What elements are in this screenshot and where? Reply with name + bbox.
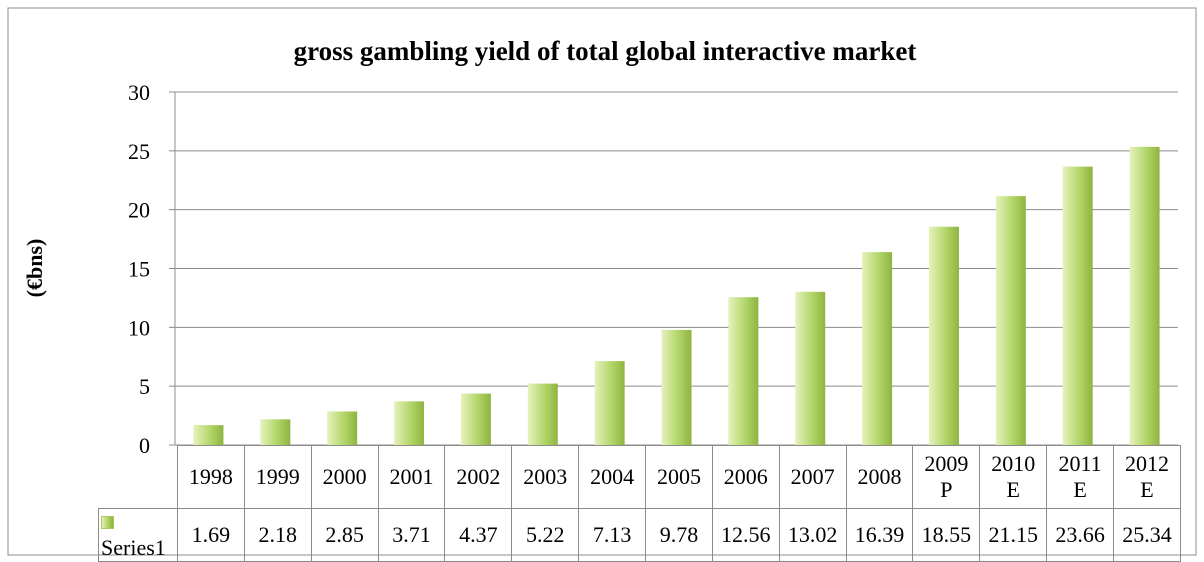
x-tick-label-cell: 2003 — [511, 445, 580, 509]
table-value: 5.22 — [525, 522, 565, 547]
x-tick-label: 2011 E — [1058, 451, 1102, 502]
bar — [260, 419, 291, 445]
table-value-cell: 16.39 — [845, 508, 914, 562]
bar — [795, 291, 826, 445]
x-tick-label-cell: 2011 E — [1046, 445, 1115, 509]
bar — [728, 297, 759, 445]
x-tick-label: 2000 — [322, 464, 367, 489]
table-value: 9.78 — [659, 522, 699, 547]
table-value: 13.02 — [787, 522, 838, 547]
table-value-cell: 2.18 — [243, 508, 312, 562]
table-value: 3.71 — [392, 522, 431, 547]
bar — [1062, 166, 1093, 446]
x-tick-label: 2004 — [590, 464, 635, 489]
y-tick-label: 30 — [128, 80, 150, 105]
x-tick-label-cell: 2007 — [778, 445, 847, 509]
table-value: 7.13 — [592, 522, 632, 547]
x-tick-label: 2008 — [857, 464, 902, 489]
table-value-cell: 21.15 — [979, 508, 1048, 562]
table-value: 25.34 — [1122, 522, 1172, 547]
x-tick-label: 2001 — [389, 464, 434, 489]
x-tick-label-cell: 2005 — [645, 445, 713, 509]
x-tick-label-cell: 2006 — [711, 445, 780, 509]
table-value-cell: 25.34 — [1113, 508, 1181, 562]
table-value-cell: 5.22 — [511, 508, 580, 562]
table-value-cell: 1.69 — [177, 508, 245, 562]
bar — [928, 226, 959, 445]
x-tick-label: 2010 E — [991, 451, 1036, 502]
table-value-cell: 3.71 — [377, 508, 446, 562]
x-tick-label-cell: 2009 P — [912, 445, 981, 509]
bar — [1129, 146, 1160, 445]
chart-title: gross gambling yield of total global int… — [294, 36, 917, 66]
table-value-cell: 7.13 — [578, 508, 647, 562]
x-tick-label-cell: 1999 — [243, 445, 312, 509]
x-tick-label: 2007 — [790, 464, 835, 489]
x-tick-label-cell: 2001 — [377, 445, 446, 509]
bar — [862, 252, 893, 445]
x-tick-label-cell: 2000 — [310, 445, 379, 509]
bar — [327, 411, 358, 445]
x-tick-label: 2012 E — [1124, 451, 1169, 502]
bar — [995, 196, 1026, 445]
y-tick-label: 15 — [128, 257, 150, 282]
table-value: 23.66 — [1055, 522, 1105, 547]
x-tick-label: 2009 P — [924, 451, 969, 502]
x-tick-label-cell: 2008 — [845, 445, 914, 509]
x-tick-label-cell: 1998 — [177, 445, 245, 509]
table-value-cell: 2.85 — [310, 508, 379, 562]
table-value-cell: 18.55 — [912, 508, 981, 562]
y-tick-label: 5 — [139, 374, 150, 399]
bar — [661, 329, 692, 445]
y-tick-label: 10 — [128, 315, 150, 340]
table-value-cell: 13.02 — [778, 508, 847, 562]
bar — [594, 361, 625, 445]
x-tick-label: 2005 — [656, 464, 701, 489]
table-value: 18.55 — [921, 522, 972, 547]
table-value: 2.85 — [325, 522, 364, 547]
legend-label: Series1 — [101, 535, 166, 560]
x-tick-label-cell: 2010 E — [979, 445, 1048, 509]
x-tick-label: 2002 — [456, 464, 501, 489]
table-value: 2.18 — [258, 522, 298, 547]
x-tick-label: 1999 — [255, 464, 300, 489]
y-axis-label: (€bns) — [22, 239, 47, 298]
x-tick-label: 2003 — [523, 464, 568, 489]
series-cell: Series1 — [98, 508, 178, 562]
table-value: 4.37 — [459, 522, 498, 547]
legend-key — [101, 516, 114, 529]
y-tick-label: 25 — [128, 139, 150, 164]
blank-cell — [98, 445, 178, 509]
x-tick-label-cell: 2004 — [578, 445, 647, 509]
x-tick-label-cell: 2002 — [444, 445, 513, 509]
bar — [527, 383, 558, 445]
value-row: Series1 1.69 2.18 2.85 3.71 4.37 5.22 7.13 9.78 1… — [98, 508, 1181, 562]
data-table: 1998 1999 2000 2001 2002 2003 2004 2005 2006 2007… — [98, 445, 1181, 562]
x-tick-label-cell: 2012 E — [1113, 445, 1181, 509]
category-row: 1998 1999 2000 2001 2002 2003 2004 2005 2006 2007… — [98, 445, 1181, 509]
bar — [460, 393, 491, 445]
table-value: 16.39 — [854, 522, 905, 547]
x-tick-label: 1998 — [188, 464, 233, 489]
table-value-cell: 12.56 — [711, 508, 780, 562]
table-value: 1.69 — [191, 522, 231, 547]
table-value: 12.56 — [721, 522, 771, 547]
bar — [193, 425, 224, 445]
x-tick-label: 2006 — [723, 464, 768, 489]
table-value: 21.15 — [988, 522, 1038, 547]
table-value-cell: 4.37 — [444, 508, 513, 562]
table-value-cell: 23.66 — [1046, 508, 1115, 562]
y-tick-label: 20 — [128, 198, 150, 223]
bar — [394, 401, 425, 445]
table-value-cell: 9.78 — [645, 508, 713, 562]
